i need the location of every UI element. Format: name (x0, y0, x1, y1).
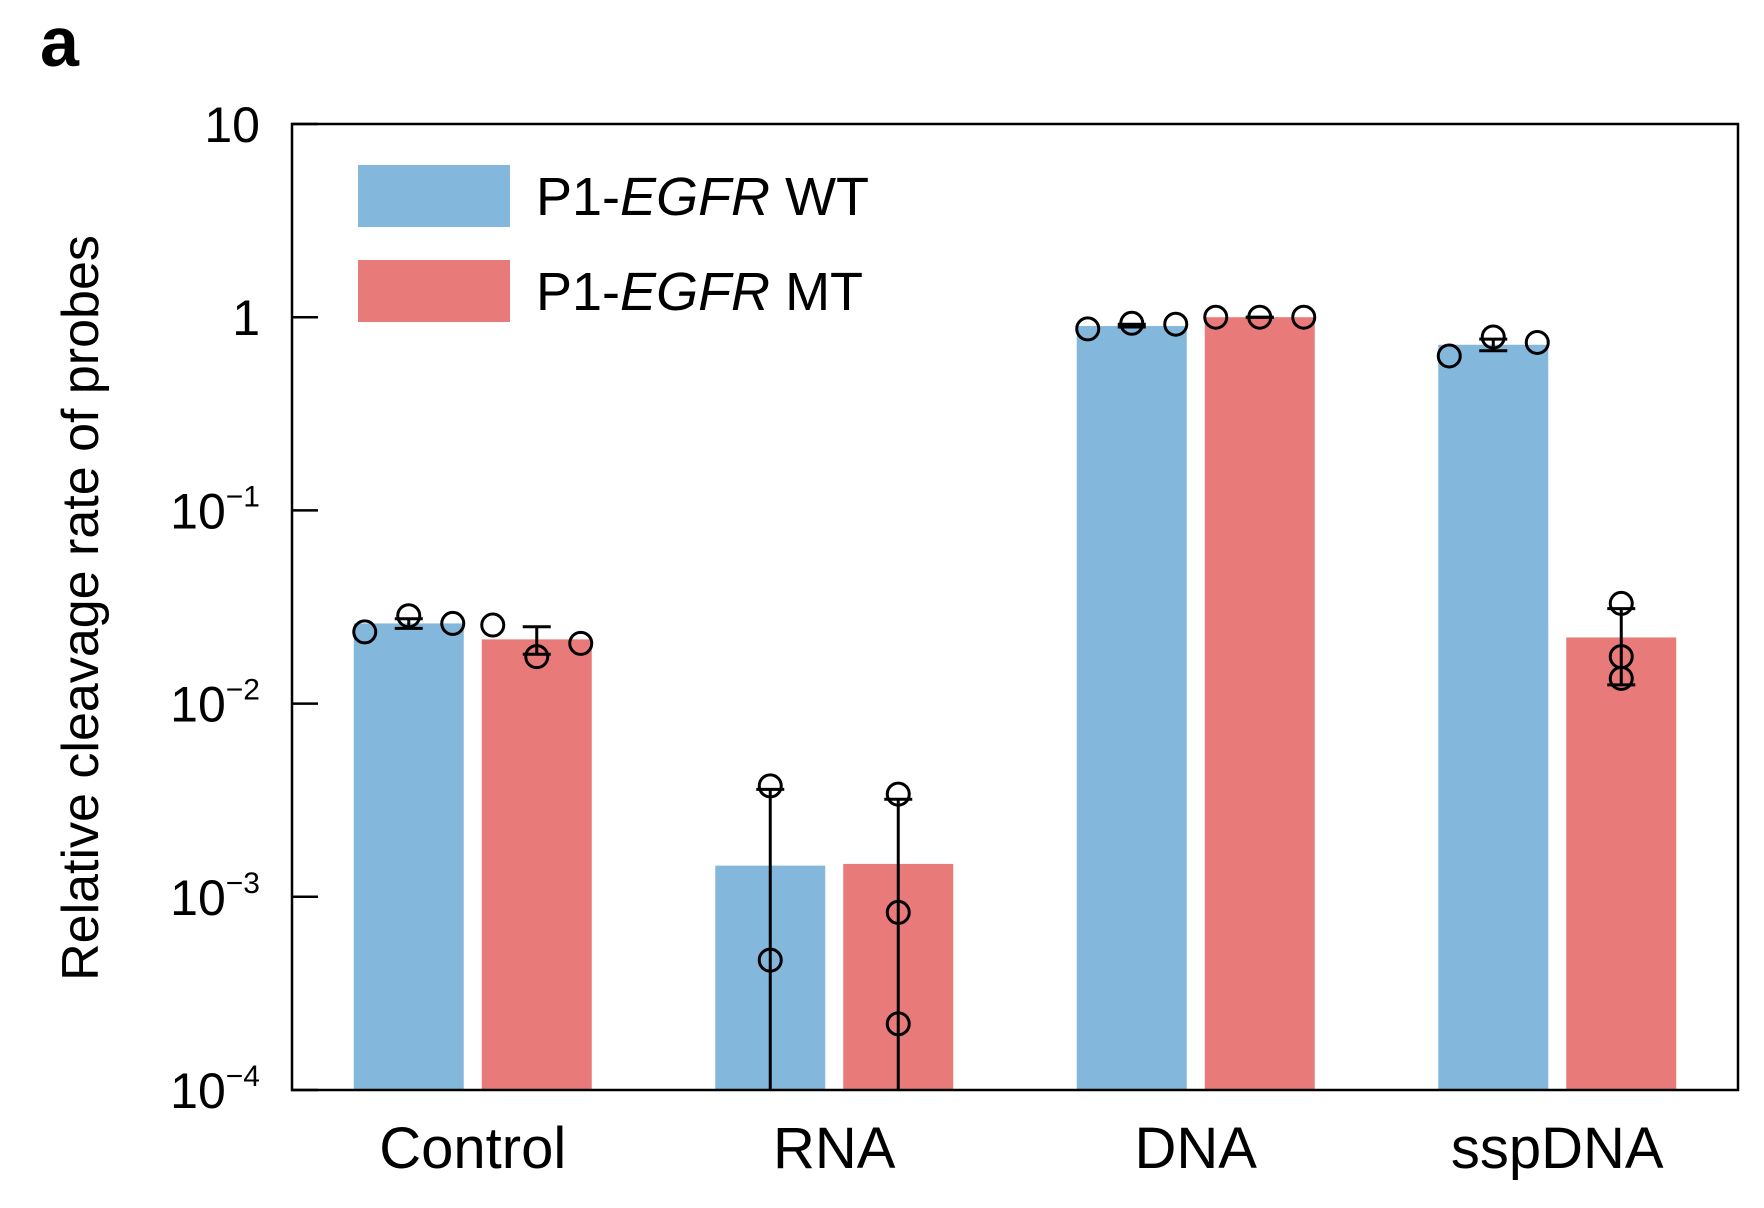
plot-frame (290, 122, 1740, 1092)
legend-label: P1-EGFR MT (536, 262, 863, 322)
x-axis: Control RNA DNA sspDNA (379, 1116, 1664, 1181)
x-category-label: sspDNA (1451, 1116, 1664, 1181)
y-tick-label: 10−2 (170, 674, 260, 733)
data-point (1163, 311, 1189, 337)
data-point (440, 610, 466, 636)
y-axis: 10 1 10−1 10−2 10−3 10−4 (170, 97, 318, 1119)
y-tick-label: 10−3 (170, 867, 260, 926)
data-point (757, 773, 783, 799)
bar-sspdna-series-1 (1438, 344, 1549, 1090)
bars-layer (353, 317, 1677, 1090)
legend-swatch (358, 260, 510, 322)
data-point (1608, 590, 1634, 616)
data-point (885, 1011, 911, 1037)
data-point (1247, 304, 1273, 330)
bar-sspdna-series-2 (1566, 637, 1677, 1090)
bar-dna-series-1 (1076, 326, 1187, 1090)
bar-dna-series-2 (1204, 317, 1315, 1090)
x-category-label: RNA (773, 1116, 896, 1181)
data-point (396, 603, 422, 629)
y-axis-title: Relative cleavage rate of probes (52, 235, 110, 981)
y-tick-label: 10 (204, 97, 260, 153)
data-point (1291, 304, 1317, 330)
legend-swatch (358, 165, 510, 227)
data-point (1480, 324, 1506, 350)
x-category-label: DNA (1135, 1116, 1258, 1181)
y-tick-label: 10−4 (170, 1060, 260, 1119)
data-point (1203, 304, 1229, 330)
y-tick-label: 10−1 (170, 480, 260, 539)
bar-control-series-1 (353, 623, 464, 1090)
bar-control-series-2 (481, 639, 592, 1090)
legend-label: P1-EGFR WT (536, 167, 869, 227)
data-point (1524, 329, 1550, 355)
data-point (1119, 310, 1145, 336)
legend: P1-EGFR WT P1-EGFR MT (358, 165, 869, 322)
panel-label: a (40, 3, 80, 81)
data-point (352, 619, 378, 645)
data-point (757, 947, 783, 973)
points-layer (352, 304, 1634, 1037)
data-point (885, 781, 911, 807)
data-point (885, 899, 911, 925)
data-point (524, 644, 550, 670)
x-category-label: Control (379, 1116, 566, 1181)
data-point (568, 630, 594, 656)
data-point (1075, 316, 1101, 342)
data-point (1436, 343, 1462, 369)
data-point (480, 612, 506, 638)
y-tick-label: 1 (232, 290, 260, 346)
data-point (1608, 665, 1634, 691)
